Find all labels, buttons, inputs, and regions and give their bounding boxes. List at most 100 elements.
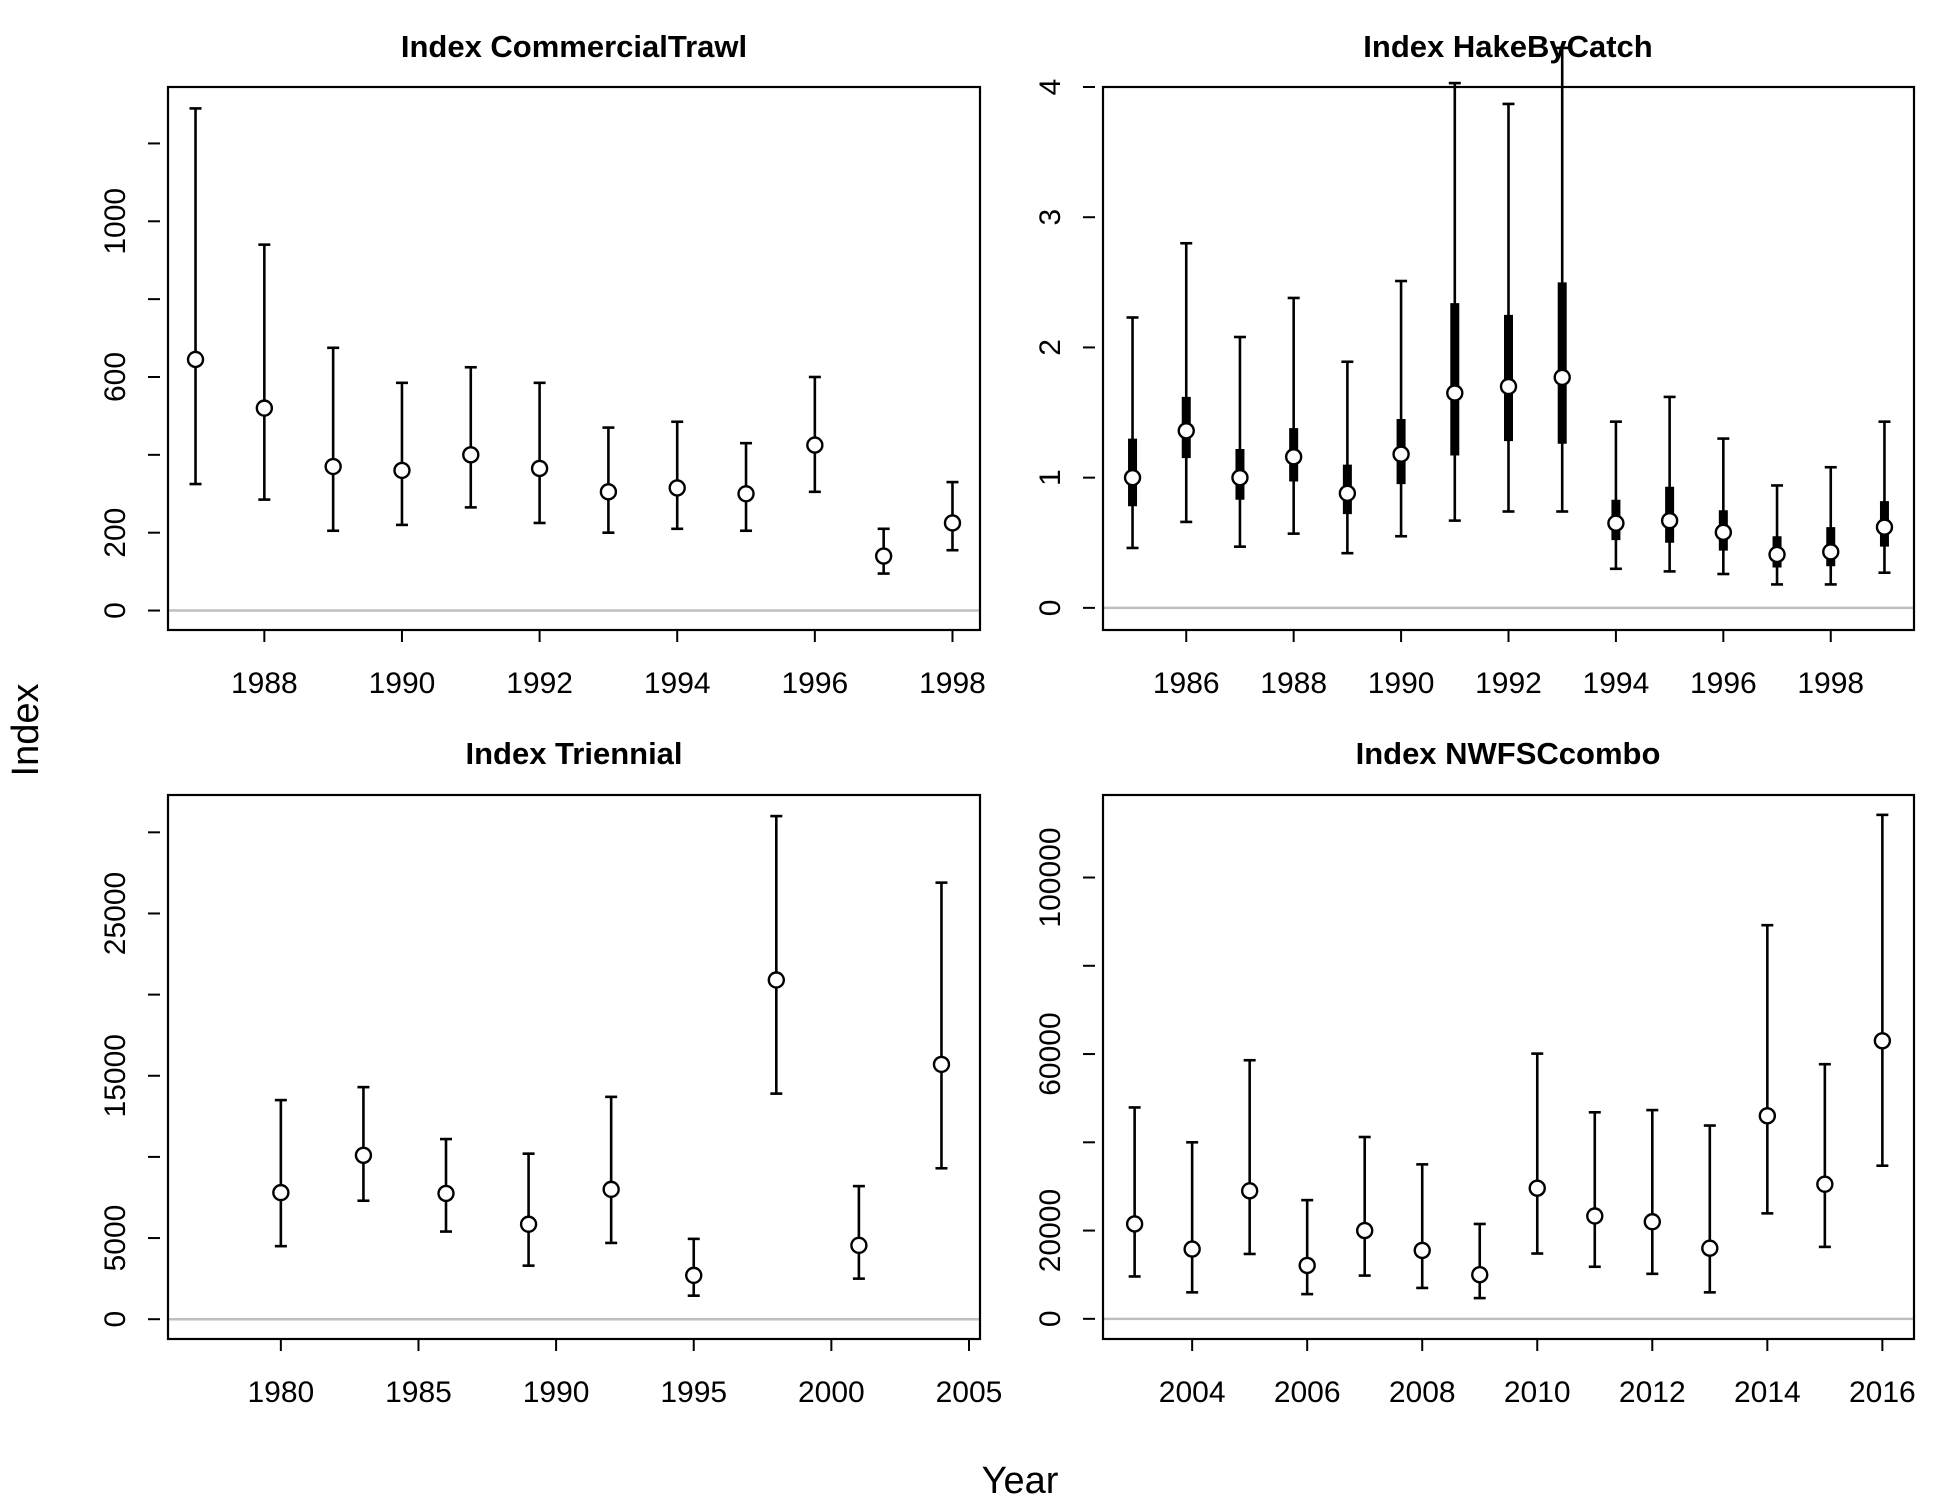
- data-point: [1768, 545, 1786, 564]
- data-point: [1499, 377, 1518, 396]
- data-point: [932, 1055, 951, 1074]
- x-tick-label: 2010: [1504, 1376, 1571, 1409]
- x-tick-label: 2012: [1619, 1376, 1686, 1409]
- x-tick-label: 1994: [1583, 667, 1650, 700]
- x-tick-label: 1986: [1153, 667, 1220, 700]
- data-point: [1471, 1266, 1489, 1284]
- data-point: [530, 459, 549, 478]
- data-point: [519, 1215, 538, 1233]
- data-point: [1714, 523, 1733, 542]
- data-point: [272, 1183, 290, 1202]
- x-tick-label: 2005: [936, 1376, 1003, 1409]
- data-point: [874, 547, 893, 565]
- data-point: [1758, 1107, 1777, 1125]
- y-tick-label: 600: [99, 352, 132, 402]
- y-tick-label: 20000: [1034, 1189, 1067, 1272]
- y-tick-label: 2: [1034, 339, 1067, 356]
- data-point: [668, 479, 686, 497]
- plot-frame: [166, 793, 982, 1341]
- x-tick-label: 2004: [1159, 1376, 1226, 1409]
- data-point: [1553, 368, 1571, 387]
- data-point: [1240, 1182, 1259, 1200]
- data-point: [1875, 518, 1894, 536]
- data-point: [806, 436, 824, 454]
- panel-title: Index CommercialTrawl: [401, 29, 747, 64]
- data-point: [1284, 448, 1303, 466]
- x-tick-label: 2000: [798, 1376, 865, 1409]
- x-tick-label: 1988: [231, 667, 298, 700]
- panel-nwfsc-combo: Index NWFSCcombo 2004 2006 2008 2010 2012 201…: [1034, 736, 1916, 1409]
- data-point: [437, 1184, 455, 1203]
- panel-title: Index HakeByCatch: [1363, 29, 1652, 64]
- data-point: [685, 1266, 703, 1285]
- panel-commercial-trawl: Index CommercialTrawl 1988 1990 1992 1994 19…: [99, 29, 986, 700]
- data-point: [1125, 1215, 1144, 1233]
- data-point: [255, 399, 274, 417]
- y-tick-label: 100000: [1034, 827, 1067, 927]
- y-tick-label: 0: [99, 602, 132, 619]
- data-point: [767, 971, 786, 989]
- data-point: [1586, 1207, 1604, 1225]
- x-tick-label: 1992: [506, 667, 573, 700]
- x-tick-label: 2008: [1389, 1376, 1456, 1409]
- data-point: [1643, 1213, 1661, 1231]
- x-tick-label: 1998: [919, 667, 986, 700]
- data-point: [186, 350, 205, 369]
- y-tick-label: 0: [1034, 600, 1067, 617]
- panel-hake-bycatch: Index HakeByCatch 1986 1988 1990 1992 1994 19…: [1034, 29, 1916, 700]
- data-point: [1446, 384, 1464, 402]
- data-point: [393, 461, 411, 480]
- x-tick-label: 1995: [660, 1376, 727, 1409]
- x-axis-label: Year: [982, 1460, 1059, 1500]
- x-tick-label: 1992: [1475, 667, 1542, 700]
- x-tick-label: 1988: [1260, 667, 1327, 700]
- data-point: [1816, 1175, 1834, 1193]
- x-tick-label: 2014: [1734, 1376, 1801, 1409]
- y-tick-label: 0: [99, 1311, 132, 1328]
- data-point: [1392, 445, 1410, 463]
- y-tick-label: 15000: [99, 1034, 132, 1117]
- data-point: [599, 483, 618, 501]
- data-point: [1607, 514, 1625, 532]
- y-tick-label: 200: [99, 508, 132, 558]
- data-point: [1822, 543, 1840, 561]
- y-tick-label: 60000: [1034, 1012, 1067, 1095]
- y-tick-label: 0: [1034, 1310, 1067, 1327]
- data-point: [1183, 1240, 1201, 1258]
- x-tick-label: 2006: [1274, 1376, 1341, 1409]
- data-point: [1701, 1239, 1719, 1257]
- x-tick-label: 1998: [1797, 667, 1864, 700]
- plot-frame: [166, 85, 982, 632]
- data-point: [354, 1146, 373, 1164]
- data-point: [737, 485, 755, 503]
- y-axis-label: Index: [5, 684, 47, 777]
- data-point: [1356, 1221, 1374, 1240]
- data-point: [1123, 468, 1142, 487]
- plot-frame: [1101, 793, 1916, 1341]
- data-point: [943, 514, 962, 532]
- x-tick-label: 1985: [385, 1376, 452, 1409]
- data-point: [1298, 1256, 1316, 1275]
- data-point: [1338, 484, 1357, 502]
- data-point: [850, 1236, 868, 1255]
- data-point: [1528, 1179, 1546, 1197]
- x-tick-label: 2016: [1849, 1376, 1916, 1409]
- x-tick-label: 1990: [1368, 667, 1435, 700]
- x-tick-label: 1996: [781, 667, 848, 700]
- x-tick-label: 1980: [247, 1376, 314, 1409]
- panel-triennial: Index Triennial 1980 1985 1990 1995 2000 2005…: [99, 736, 1002, 1409]
- y-tick-label: 4: [1034, 79, 1067, 96]
- data-point: [1231, 468, 1249, 487]
- x-tick-label: 1990: [369, 667, 436, 700]
- x-tick-label: 1990: [523, 1376, 590, 1409]
- y-tick-label: 5000: [99, 1205, 132, 1272]
- panel-title: Index NWFSCcombo: [1356, 736, 1661, 771]
- y-tick-label: 1000: [99, 188, 132, 255]
- y-tick-label: 3: [1034, 209, 1067, 226]
- x-tick-label: 1994: [644, 667, 711, 700]
- panel-title: Index Triennial: [465, 736, 682, 771]
- data-point: [1873, 1032, 1892, 1050]
- data-point: [1660, 511, 1679, 530]
- y-tick-label: 25000: [99, 872, 132, 955]
